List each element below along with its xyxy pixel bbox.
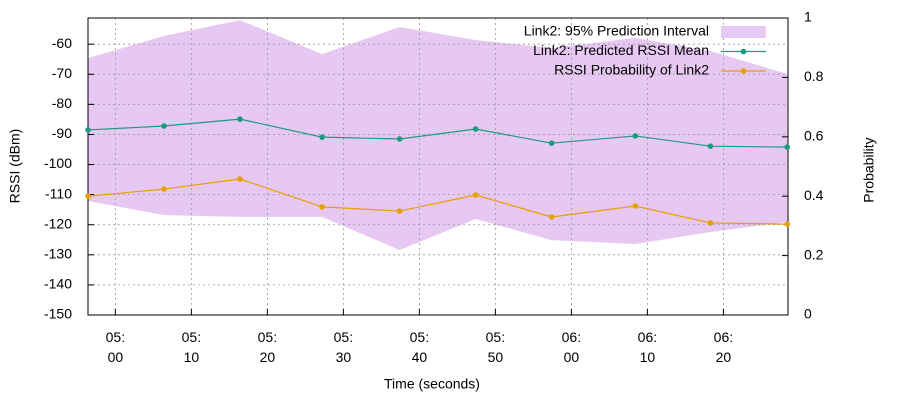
y2-tick-label: 0.6 <box>804 128 824 144</box>
y2-tick-label: 0.8 <box>804 68 824 84</box>
y-tick-label: -90 <box>52 125 72 141</box>
y-tick-label: -150 <box>44 306 72 322</box>
y-tick-label: -70 <box>52 65 72 81</box>
data-point <box>472 192 479 198</box>
data-point <box>237 176 243 182</box>
data-point <box>707 220 714 226</box>
x-tick-label: 05: 30 <box>334 329 353 365</box>
x-tick-label: 06: 10 <box>638 329 657 365</box>
x-tick-label: 06: 00 <box>562 329 581 365</box>
data-point <box>548 214 555 220</box>
data-point <box>707 143 714 149</box>
data-point <box>548 140 555 146</box>
data-point <box>161 123 167 129</box>
x-tick-label: 05: 50 <box>486 329 505 365</box>
y-tick-label: -110 <box>45 185 72 201</box>
series-line <box>87 178 788 225</box>
data-point <box>161 186 167 192</box>
data-point <box>396 208 403 214</box>
legend-label: RSSI Probability of Link2 <box>554 62 709 78</box>
data-point <box>85 193 91 199</box>
data-point <box>319 134 325 140</box>
legend-label: Link2: 95% Prediction Interval <box>524 23 709 39</box>
y2-tick-label: 0.2 <box>804 246 824 262</box>
y-tick-label: -100 <box>44 155 72 171</box>
x-tick-label: 05: 40 <box>410 329 429 365</box>
x-tick-label: 05: 10 <box>182 329 201 365</box>
data-point <box>396 136 403 142</box>
data-point <box>784 221 791 227</box>
y-tick-label: -140 <box>44 276 72 292</box>
x-tick-label: 06: 20 <box>714 329 733 365</box>
x-tick-label: 05: 20 <box>258 329 277 365</box>
legend-swatch <box>721 26 766 38</box>
plot-frame <box>87 17 789 316</box>
series-line <box>87 118 788 148</box>
x-tick-label: 05: 00 <box>106 329 125 365</box>
y-tick-label: -80 <box>52 95 72 111</box>
y-axis-label: RSSI (dBm) <box>7 129 23 204</box>
y-tick-label: -120 <box>44 215 72 231</box>
data-point <box>237 116 243 122</box>
y-tick-label: -130 <box>44 246 72 262</box>
data-point <box>85 127 91 133</box>
legend-marker <box>740 68 747 74</box>
y2-axis-label: Probability <box>861 137 877 202</box>
y-tick-label: -60 <box>52 35 72 51</box>
y2-tick-label: 0 <box>804 306 812 322</box>
data-point <box>632 203 639 209</box>
data-point <box>472 126 479 132</box>
legend-marker <box>740 48 747 55</box>
legend-label: Link2: Predicted RSSI Mean <box>533 42 709 58</box>
y2-tick-label: 1 <box>804 9 812 25</box>
data-point <box>632 133 639 139</box>
prediction-band <box>88 20 788 251</box>
y2-tick-label: 0.4 <box>804 187 824 203</box>
data-point <box>319 204 325 210</box>
data-point <box>784 144 791 150</box>
x-axis-label: Time (seconds) <box>384 376 480 392</box>
